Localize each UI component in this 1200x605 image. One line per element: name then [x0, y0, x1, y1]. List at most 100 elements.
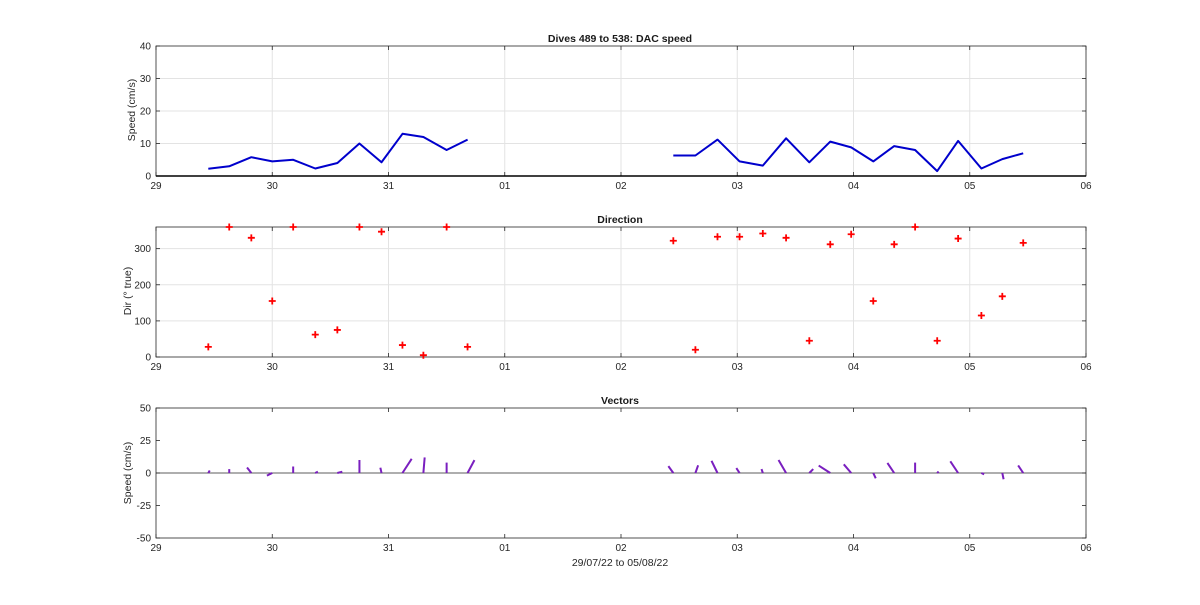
- vector-stick: [207, 470, 211, 474]
- direction-ytick-label: 100: [134, 316, 151, 327]
- vectors-ytick-label: 50: [140, 404, 152, 415]
- speed-xtick-label: 29: [150, 181, 162, 192]
- vectors-xtick-label: 02: [615, 543, 627, 554]
- direction-point: [333, 326, 341, 334]
- vectors-xtick-label: 31: [383, 543, 395, 554]
- direction-point: [311, 331, 319, 339]
- speed-series-line: [208, 132, 469, 170]
- vector-stick: [872, 472, 877, 479]
- direction-point: [1019, 239, 1027, 247]
- vectors-ytick-label: -50: [137, 534, 152, 545]
- vector-stick: [314, 470, 319, 474]
- direction-point: [225, 223, 233, 231]
- vector-stick: [980, 472, 985, 476]
- vector-stick: [710, 460, 719, 474]
- vector-stick: [466, 459, 476, 474]
- vectors-panel-ylabel: Speed (cm/s): [122, 442, 134, 504]
- vector-stick: [843, 463, 852, 474]
- direction-panel: Direction Dir (° true) 29 30 31 01 02 03 04 05 0…: [122, 214, 1092, 373]
- direction-point: [759, 230, 767, 237]
- direction-point: [669, 237, 677, 245]
- direction-xtick-label: 03: [732, 362, 744, 373]
- direction-xtick-label: 29: [150, 362, 162, 373]
- direction-xtick-label: 31: [383, 362, 395, 373]
- vector-stick: [1017, 464, 1025, 474]
- vectors-ytick-label: 25: [140, 436, 152, 447]
- vector-stick: [808, 468, 814, 474]
- direction-point: [464, 343, 472, 351]
- direction-point: [998, 292, 1006, 300]
- vectors-ytick-label: 0: [145, 469, 151, 480]
- direction-point: [713, 233, 721, 241]
- vector-stick: [266, 472, 273, 477]
- direction-xtick-label: 02: [615, 362, 627, 373]
- speed-ytick-label: 10: [140, 139, 152, 150]
- vector-stick: [246, 466, 253, 474]
- vectors-xtick-label: 01: [499, 543, 511, 554]
- direction-point: [691, 346, 699, 354]
- speed-xtick-label: 30: [267, 181, 279, 192]
- direction-point: [204, 343, 212, 351]
- direction-point: [869, 297, 877, 305]
- vector-stick: [936, 470, 940, 474]
- speed-ytick-label: 30: [140, 74, 152, 85]
- direction-xtick-label: 04: [848, 362, 860, 373]
- direction-point: [268, 297, 276, 305]
- speed-xtick-label: 06: [1080, 181, 1092, 192]
- direction-point: [443, 223, 451, 231]
- vector-stick: [886, 462, 896, 474]
- direction-point: [355, 223, 363, 231]
- direction-point: [911, 223, 919, 231]
- vectors-panel: Vectors Speed (cm/s) 29 30 31 01 02 03 04 05 06 -…: [122, 395, 1092, 554]
- direction-xtick-label: 01: [499, 362, 511, 373]
- direction-point: [289, 223, 297, 231]
- direction-point: [933, 337, 941, 345]
- direction-point: [977, 311, 985, 319]
- vectors-xtick-label: 05: [964, 543, 976, 554]
- vector-stick: [667, 465, 675, 474]
- speed-ytick-label: 0: [145, 172, 151, 183]
- vectors-xtick-label: 06: [1080, 543, 1092, 554]
- direction-point: [247, 234, 255, 242]
- direction-ytick-label: 0: [145, 353, 151, 364]
- vector-stick: [818, 464, 831, 474]
- speed-panel-title: Dives 489 to 538: DAC speed: [548, 33, 692, 45]
- speed-xtick-label: 31: [383, 181, 395, 192]
- direction-point: [419, 351, 427, 359]
- vector-stick: [735, 467, 741, 474]
- vectors-xtick-label: 04: [848, 543, 860, 554]
- speed-series-line: [673, 137, 1024, 173]
- vectors-xtick-label: 29: [150, 543, 162, 554]
- speed-xtick-label: 05: [964, 181, 976, 192]
- direction-panel-ylabel: Dir (° true): [122, 267, 134, 316]
- direction-point: [954, 235, 962, 243]
- direction-point: [847, 230, 855, 238]
- direction-point: [378, 228, 386, 236]
- vectors-ytick-label: -25: [137, 501, 152, 512]
- vector-stick: [422, 457, 426, 474]
- vector-stick: [694, 464, 700, 474]
- speed-ytick-label: 40: [140, 42, 152, 53]
- vector-stick: [337, 470, 343, 474]
- speed-ytick-label: 20: [140, 107, 152, 118]
- direction-point: [805, 337, 813, 345]
- vector-stick: [760, 468, 764, 474]
- direction-xtick-label: 06: [1080, 362, 1092, 373]
- direction-point: [782, 234, 790, 242]
- speed-panel-ylabel: Speed (cm/s): [126, 79, 138, 141]
- speed-panel: Dives 489 to 538: DAC speed Speed (cm/s)…: [126, 33, 1092, 192]
- direction-point: [398, 341, 406, 349]
- speed-xtick-label: 04: [848, 181, 860, 192]
- vector-stick: [401, 458, 413, 474]
- vectors-xtick-label: 03: [732, 543, 744, 554]
- direction-point: [826, 240, 834, 248]
- figure-xlabel: 29/07/22 to 05/08/22: [572, 557, 668, 569]
- vector-stick: [777, 459, 787, 474]
- speed-xtick-label: 01: [499, 181, 511, 192]
- direction-ytick-label: 300: [134, 244, 151, 255]
- vector-stick: [949, 460, 959, 474]
- speed-xtick-label: 02: [615, 181, 627, 192]
- direction-point: [736, 233, 744, 241]
- vectors-xtick-label: 30: [267, 543, 279, 554]
